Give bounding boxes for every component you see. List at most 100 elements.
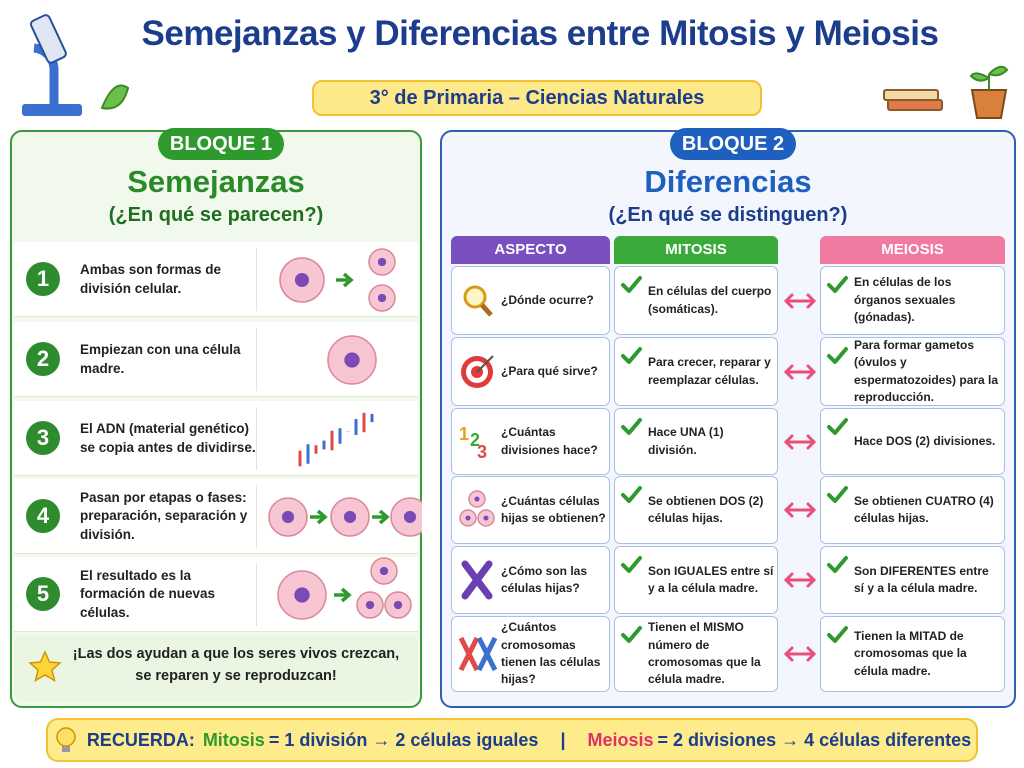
check-icon-wrap [826, 416, 848, 438]
check-icon-wrap [826, 345, 848, 367]
aspect-text: ¿Cuántas divisiones hace? [501, 425, 598, 457]
compare-arrow-wrap [782, 644, 818, 664]
check-icon-wrap [826, 554, 848, 576]
column-header: MEIOSIS [820, 236, 1005, 264]
item-divider [256, 248, 257, 311]
check-icon [621, 276, 642, 293]
compare-arrow [783, 293, 817, 308]
item-number: 2 [26, 342, 60, 376]
aspect-icon [463, 285, 493, 317]
compare-arrow [783, 502, 817, 518]
mitosis-text: Hace UNA (1) división. [648, 425, 724, 457]
item-text: Pasan por etapas o fases: preparación, s… [80, 490, 248, 542]
aspect-text: ¿Dónde ocurre? [501, 292, 594, 307]
block1-question: (¿En qué se parecen?) [108, 204, 324, 226]
check-icon-wrap [620, 624, 642, 646]
item-icon [327, 335, 377, 385]
check-icon [827, 486, 848, 503]
similarity-row [14, 401, 418, 476]
meiosis-text: En células de los órganos sexuales (góna… [854, 275, 956, 325]
check-icon-wrap [620, 416, 642, 438]
meiosis-cell [820, 616, 1005, 692]
item-icon [279, 248, 396, 312]
compare-arrow [783, 434, 817, 449]
aspect-icon-wrap [457, 281, 497, 321]
item-icon-wrap [262, 479, 422, 555]
item-divider [256, 563, 257, 626]
item-icon [268, 497, 422, 537]
aspect-cell [451, 476, 610, 544]
meiosis-cell [820, 408, 1005, 475]
aspect-text: ¿Cuántas células hijas se obtienen? [501, 493, 606, 525]
block2-heading: Diferencias [644, 164, 812, 199]
books-plant-icon [883, 65, 1009, 119]
aspect-text: ¿Para qué sirve? [501, 363, 598, 378]
note-row [14, 636, 418, 702]
title: Semejanzas y Diferencias entre Mitosis y… [141, 14, 939, 53]
star-icon-wrap [28, 650, 62, 684]
block2-question: (¿En qué se distinguen?) [608, 204, 848, 226]
item-icon [277, 557, 412, 620]
compare-arrow-wrap [782, 362, 818, 382]
footer-mitosis: Mitosis [202, 729, 265, 750]
column-header: ASPECTO [451, 236, 610, 264]
aspect-icon [459, 490, 495, 527]
item-number: 3 [26, 421, 60, 455]
star-icon [28, 650, 62, 683]
block1-heading: Semejanzas [127, 164, 305, 199]
compare-arrow [783, 364, 817, 379]
item-number: 5 [26, 577, 60, 611]
column-header: MITOSIS [614, 236, 778, 264]
item-text: El ADN (material genético) se copia ante… [80, 421, 256, 455]
compare-arrow [783, 572, 817, 588]
item-text: Empiezan con una célula madre. [80, 342, 241, 376]
meiosis-cell [820, 476, 1005, 544]
check-icon-wrap [826, 624, 848, 646]
svg-text:2: 2 [470, 430, 480, 450]
item-divider [256, 407, 257, 470]
check-icon-wrap [826, 484, 848, 506]
aspect-icon-wrap [457, 634, 497, 674]
check-icon [827, 556, 848, 573]
aspect-cell [451, 408, 610, 475]
item-divider [256, 328, 257, 391]
meiosis-cell [820, 546, 1005, 614]
subtitle: 3° de Primaria – Ciencias Naturales [312, 80, 762, 116]
check-icon [621, 347, 642, 364]
footer-label: RECUERDA: [86, 729, 195, 750]
check-icon [827, 347, 848, 364]
aspect-text: ¿Cuántos cromosomas tienen las células h… [501, 620, 601, 687]
aspect-icon [458, 636, 497, 672]
compare-arrow-wrap [782, 500, 818, 520]
footer-meiosis-rule: = 2 divisiones → 4 células diferentes [657, 729, 972, 750]
aspect-icon [461, 560, 493, 600]
compare-arrow-wrap [782, 291, 818, 311]
check-icon [621, 418, 642, 435]
meiosis-text: Hace DOS (2) divisiones. [854, 433, 996, 448]
item-text: Ambas son formas de división celular. [80, 262, 222, 296]
bulb-icon [56, 727, 76, 752]
mitosis-text: Para crecer, reparar y reemplazar célula… [648, 355, 771, 387]
meiosis-text: Son DIFERENTES entre sí y a la célula ma… [854, 563, 989, 595]
check-icon [621, 556, 642, 573]
item-icon [298, 412, 374, 467]
check-icon-wrap [620, 345, 642, 367]
check-icon-wrap [826, 274, 848, 296]
compare-arrow-wrap [782, 432, 818, 452]
footer-bar: RECUERDA: Mitosis = 1 división → 2 célul… [46, 718, 978, 762]
item-divider [256, 485, 257, 548]
check-icon [621, 626, 642, 643]
meiosis-cell [820, 337, 1005, 406]
aspect-icon-wrap [457, 352, 497, 392]
check-icon-wrap [620, 484, 642, 506]
similarity-row [14, 557, 418, 632]
check-icon [827, 626, 848, 643]
svg-text:1: 1 [459, 424, 469, 444]
footer-meiosis: Meiosis [587, 729, 654, 750]
compare-arrow-wrap [782, 570, 818, 590]
check-icon-wrap [620, 274, 642, 296]
aspect-cell [451, 616, 610, 692]
note-text: ¡Las dos ayudan a que los seres vivos cr… [72, 646, 400, 684]
item-number: 4 [26, 499, 60, 533]
